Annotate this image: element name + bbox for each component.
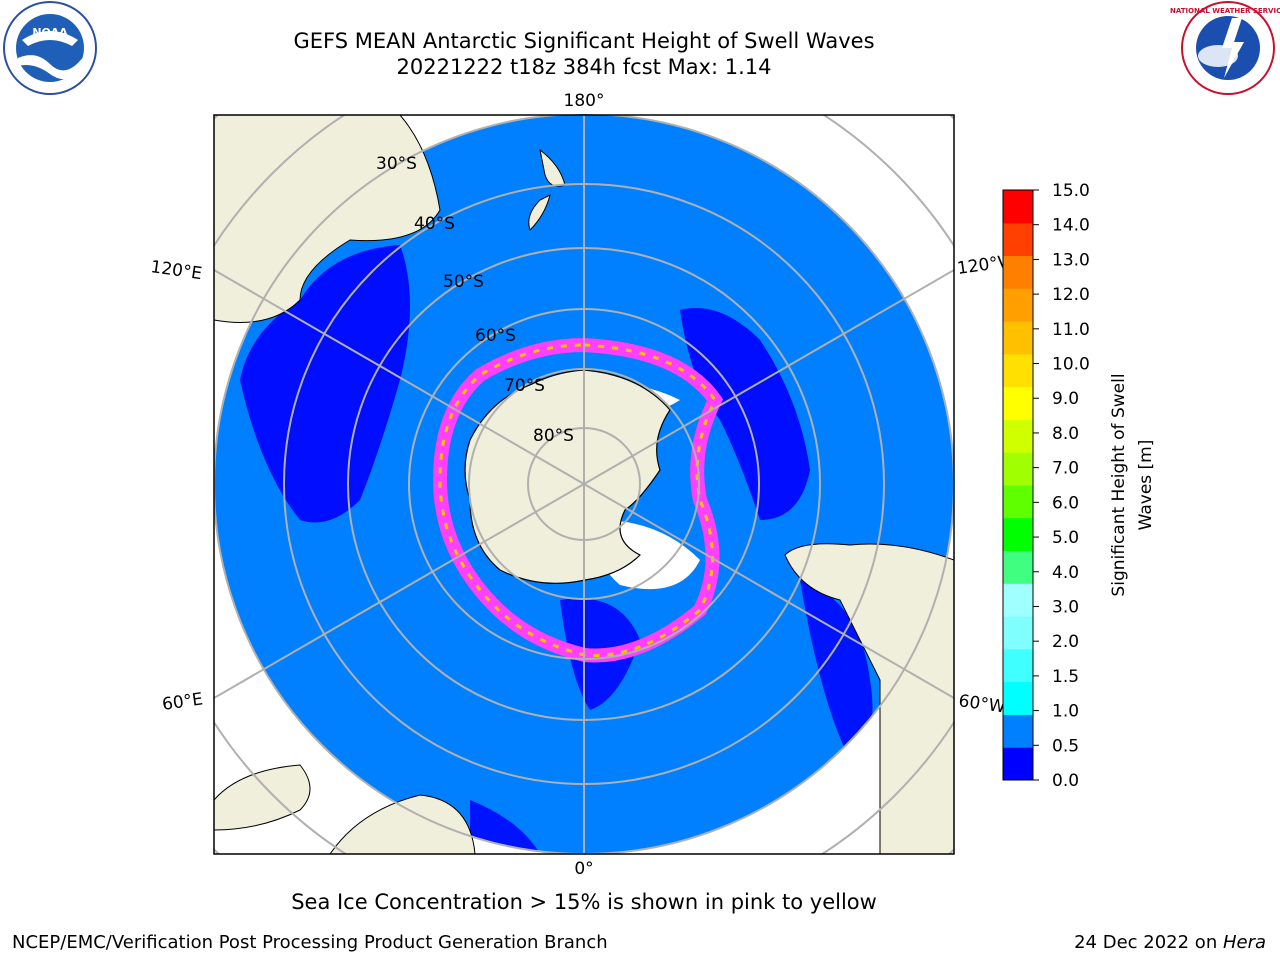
lon-label-60w: 60°W	[957, 691, 1006, 717]
colorbar-tick-label: 12.0	[1052, 285, 1090, 305]
colorbar-tick-label: 8.0	[1052, 424, 1079, 444]
colorbar-swatch	[1003, 255, 1033, 289]
colorbar-swatch	[1003, 517, 1033, 552]
colorbar-tick-label: 14.0	[1052, 216, 1090, 236]
colorbar-swatch	[1003, 583, 1033, 617]
colorbar-tick-label: 7.0	[1052, 459, 1079, 479]
lat-label-60s: 60°S	[475, 326, 516, 346]
lat-label-30s: 30°S	[376, 154, 417, 174]
lat-label-80s: 80°S	[533, 426, 574, 446]
colorbar-tick-label: 10.0	[1052, 355, 1090, 375]
svg-text:NATIONAL WEATHER SERVICE: NATIONAL WEATHER SERVICE	[1170, 7, 1280, 15]
colorbar-label-line2: Waves [m]	[1136, 440, 1156, 531]
colorbar-tick-label: 1.0	[1052, 702, 1079, 722]
lat-label-70s: 70°S	[504, 376, 545, 396]
colorbar-swatch	[1003, 485, 1033, 519]
colorbar-frame	[1002, 189, 1034, 781]
antarctica-land	[464, 369, 671, 584]
footer-host: Hera	[1222, 932, 1266, 953]
colorbar-tick-label: 5.0	[1052, 528, 1079, 548]
lon-label-120e: 120°E	[149, 257, 203, 284]
colorbar-swatch	[1003, 648, 1033, 683]
lon-label-180: 180°	[564, 91, 605, 111]
colorbar-swatch	[1003, 386, 1033, 420]
colorbar-tick-label: 4.0	[1052, 563, 1079, 583]
lon-label-60e: 60°E	[161, 689, 204, 714]
footer-date-text: 24 Dec 2022 on	[1074, 932, 1223, 953]
colorbar-swatch	[1003, 714, 1033, 748]
colorbar-tick-label: 2.0	[1052, 632, 1079, 652]
colorbar-swatch	[1003, 747, 1033, 781]
colorbar-tick-label: 13.0	[1052, 250, 1090, 270]
colorbar-swatch	[1003, 550, 1033, 584]
colorbar-swatch	[1003, 222, 1033, 257]
footer-date: 24 Dec 2022 on Hera	[1074, 932, 1266, 953]
colorbar-swatch	[1003, 353, 1033, 388]
map-frame	[213, 114, 955, 855]
colorbar-tick-label: 0.5	[1052, 736, 1079, 756]
colorbar-swatch	[1003, 452, 1033, 486]
colorbar-tick-label: 15.0	[1052, 181, 1090, 201]
colorbar-tick-label: 9.0	[1052, 389, 1079, 409]
footer-credit: NCEP/EMC/Verification Post Processing Pr…	[12, 932, 608, 953]
colorbar: 15.0 14.0 13.0 12.0 11.0 10.0 9.0 8.0 7.0 6.0 5.0 4…	[1002, 181, 1090, 791]
colorbar-swatch	[1003, 190, 1033, 224]
colorbar-swatch	[1003, 681, 1033, 715]
colorbar-tick-label: 11.0	[1052, 320, 1090, 340]
noaa-logo: NOAA	[3, 1, 97, 95]
colorbar-swatch	[1003, 419, 1033, 453]
colorbar-swatch	[1003, 616, 1033, 650]
graticule	[214, 115, 954, 854]
lat-label-40s: 40°S	[414, 214, 455, 234]
lat-label-50s: 50°S	[443, 272, 484, 292]
colorbar-tick-label: 0.0	[1052, 771, 1079, 791]
colorbar-tick-label: 3.0	[1052, 597, 1079, 617]
svg-text:NOAA: NOAA	[32, 26, 68, 39]
colorbar-tick-label: 6.0	[1052, 493, 1079, 513]
colorbar-swatch	[1003, 321, 1033, 355]
colorbar-swatch	[1003, 288, 1033, 322]
sea-ice-caption: Sea Ice Concentration > 15% is shown in …	[291, 890, 877, 914]
lon-label-0: 0°	[574, 859, 593, 879]
chart-subtitle: 20221222 t18z 384h fcst Max: 1.14	[396, 55, 772, 79]
chart-title: GEFS MEAN Antarctic Significant Height o…	[293, 29, 875, 53]
colorbar-tick-label: 1.5	[1052, 667, 1079, 687]
colorbar-label-line1: Significant Height of Swell	[1109, 373, 1129, 596]
nws-logo: NATIONAL WEATHER SERVICE	[1170, 1, 1280, 95]
